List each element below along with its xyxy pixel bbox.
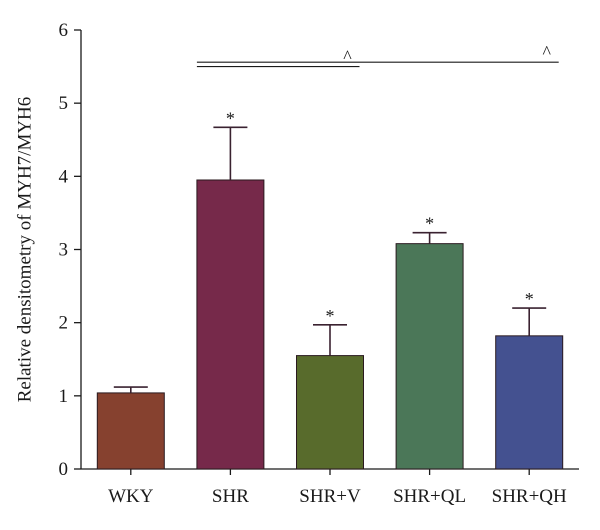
significance-group: * * * * ^ ^ (196, 42, 559, 326)
comparison-caret: ^ (343, 47, 352, 67)
bar (296, 355, 364, 470)
y-tick-label: 0 (59, 459, 69, 480)
y-tick-label: 2 (59, 313, 69, 334)
comparison-caret: ^ (542, 42, 551, 62)
bars-group (96, 179, 564, 470)
error-bars-group (113, 126, 547, 393)
labels-group: 0 1 2 3 4 5 6 WKY SHR SHR+V SHR+QL SHR+QH (59, 20, 568, 507)
y-tick-label: 1 (59, 386, 69, 407)
x-tick-label: SHR+QL (393, 486, 466, 507)
y-tick-label: 4 (59, 166, 69, 187)
bar (395, 243, 464, 470)
y-tick-label: 3 (59, 240, 69, 261)
bar (96, 392, 165, 470)
significance-asterisk: * (326, 306, 335, 326)
significance-asterisk: * (525, 289, 534, 309)
y-axis-title: Relative densitometry of MYH7/MYH6 (14, 97, 35, 403)
x-tick-label: WKY (108, 486, 154, 507)
y-tick-label: 5 (59, 93, 69, 114)
x-tick-label: SHR+QH (492, 486, 567, 507)
x-tick-label: SHR (212, 486, 249, 507)
bar (495, 335, 564, 470)
bar (196, 179, 265, 470)
significance-asterisk: * (425, 214, 434, 234)
y-tick-label: 6 (59, 20, 69, 41)
x-tick-label: SHR+V (299, 486, 361, 507)
significance-asterisk: * (226, 108, 235, 128)
